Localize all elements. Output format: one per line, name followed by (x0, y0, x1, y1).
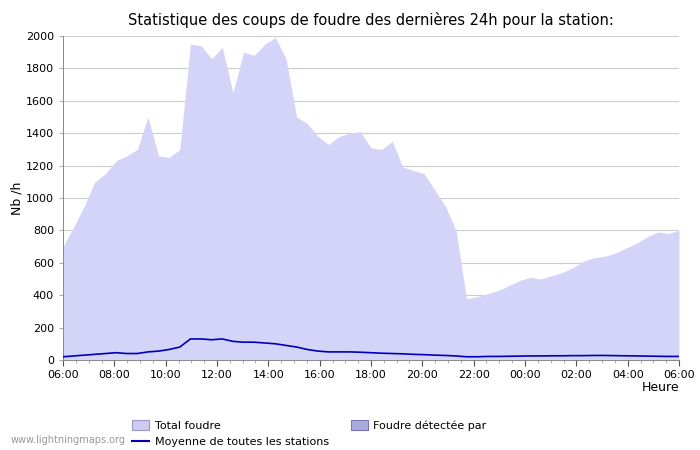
Title: Statistique des coups de foudre des dernières 24h pour la station:: Statistique des coups de foudre des dern… (128, 12, 614, 28)
Text: Heure: Heure (641, 381, 679, 394)
Legend: Total foudre, Moyenne de toutes les stations, Foudre détectée par: Total foudre, Moyenne de toutes les stat… (128, 416, 491, 450)
Y-axis label: Nb /h: Nb /h (10, 181, 23, 215)
Text: www.lightningmaps.org: www.lightningmaps.org (10, 435, 125, 445)
